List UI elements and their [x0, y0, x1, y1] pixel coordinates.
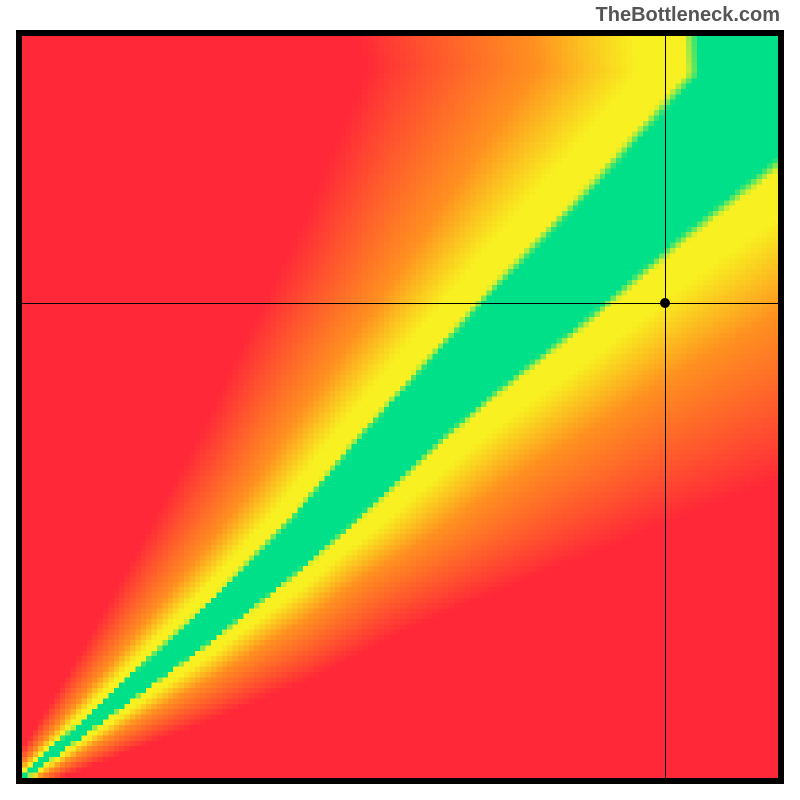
chart-frame: [16, 30, 784, 784]
heatmap-plot: [22, 36, 778, 778]
heatmap-canvas: [22, 36, 778, 778]
crosshair-marker: [660, 298, 670, 308]
attribution-label: TheBottleneck.com: [596, 4, 780, 27]
